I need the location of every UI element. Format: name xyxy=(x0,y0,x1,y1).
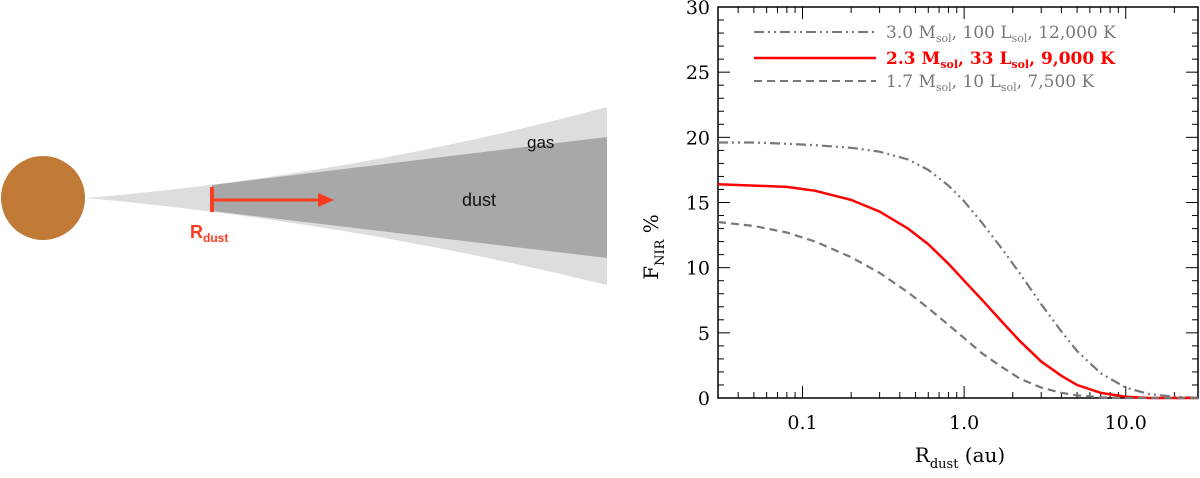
arrow-head-icon xyxy=(318,193,334,207)
legend-entry: 1.7 Msol, 10 Lsol, 7,500 K xyxy=(886,72,1094,94)
legend-entry: 3.0 Msol, 100 Lsol, 12,000 K xyxy=(886,23,1116,45)
rdust-label: Rdust xyxy=(190,222,228,245)
legend-temp: 7,500 K xyxy=(1022,72,1094,92)
y-tick-label: 25 xyxy=(686,62,710,84)
series-line-0 xyxy=(718,141,1199,400)
x-tick-label: 1.0 xyxy=(949,412,979,434)
legend-mass_sub: sol xyxy=(936,32,952,45)
legend: 3.0 Msol, 100 Lsol, 12,000 K2.3 Msol, 33… xyxy=(754,23,1116,94)
y-tick-label: 15 xyxy=(686,193,710,215)
x-tick-label: 0.1 xyxy=(787,412,817,434)
legend-lum_sub: sol xyxy=(1012,32,1028,45)
dust-layer xyxy=(212,137,607,258)
y-axis: 0 5 10 15 20 25 30 xyxy=(686,0,1198,410)
inner-rim-arrow xyxy=(210,187,334,212)
legend-mass: 1.7 M xyxy=(886,72,936,92)
series-line-2 xyxy=(717,220,1198,400)
y-tick-label: 10 xyxy=(686,258,710,280)
x-tick-label: 10.0 xyxy=(1105,412,1147,434)
legend-entry: 2.3 Msol, 33 Lsol, 9,000 K xyxy=(886,49,1116,71)
legend-lum_sub: sol xyxy=(1001,81,1017,94)
series-line-1 xyxy=(717,183,1198,400)
legend-sep: , xyxy=(958,49,964,69)
legend-lum_sub: sol xyxy=(1011,58,1029,71)
legend-temp: 12,000 K xyxy=(1033,23,1116,43)
legend-mass: 3.0 M xyxy=(886,23,936,43)
legend-lum: 33 L xyxy=(964,49,1011,69)
star-icon xyxy=(1,156,85,240)
legend-lum: 100 L xyxy=(957,23,1012,43)
series-layer xyxy=(717,141,1199,400)
y-tick-label: 0 xyxy=(698,388,710,410)
legend-temp: 9,000 K xyxy=(1035,49,1116,69)
legend-mass_sub: sol xyxy=(940,58,958,71)
y-tick-label: 30 xyxy=(686,0,710,19)
y-tick-label: 5 xyxy=(698,323,710,345)
legend-sep: , xyxy=(1017,72,1022,92)
disk-schematic: gas dust Rdust xyxy=(1,107,607,285)
legend-sep: , xyxy=(952,72,957,92)
legend-mass_sub: sol xyxy=(936,81,952,94)
legend-mass: 2.3 M xyxy=(886,49,940,69)
legend-sep: , xyxy=(952,23,957,43)
dust-label: dust xyxy=(462,190,496,210)
x-axis: 0.1 1.0 10.0 xyxy=(717,7,1175,434)
gas-label: gas xyxy=(527,133,554,152)
y-axis-title: FNIR % xyxy=(639,214,668,280)
legend-lum: 10 L xyxy=(957,72,1001,92)
y-tick-label: 20 xyxy=(686,127,710,149)
legend-sep: , xyxy=(1027,23,1032,43)
x-axis-title: Rdust (au) xyxy=(915,443,1005,472)
legend-sep: , xyxy=(1029,49,1035,69)
